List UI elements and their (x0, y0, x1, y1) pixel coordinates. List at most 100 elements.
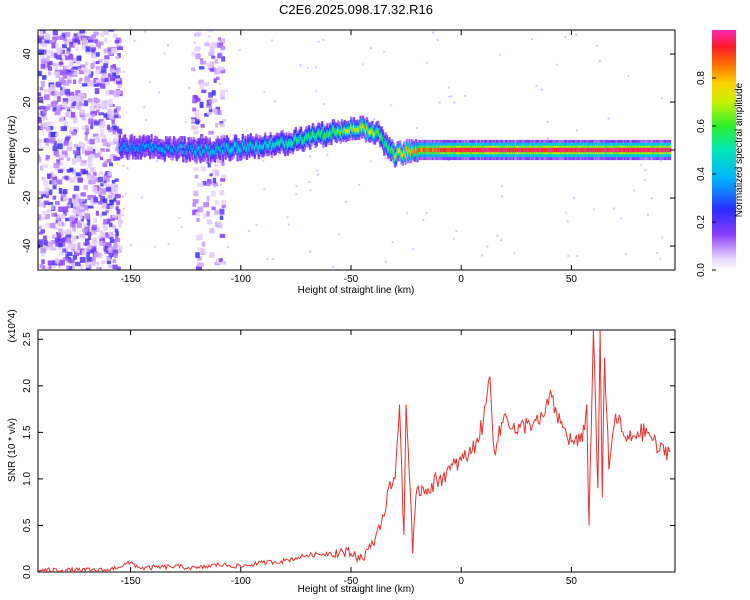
heatmap-cell (78, 69, 85, 75)
heatmap-cell (643, 179, 646, 182)
heatmap-cell (216, 221, 222, 226)
heatmap-cell (495, 147, 498, 153)
heatmap-cell (83, 185, 88, 190)
heatmap-cell (38, 239, 43, 245)
heatmap-cell (364, 130, 367, 135)
heatmap-cell (218, 52, 223, 58)
heatmap-cell (192, 107, 197, 112)
heatmap-cell (56, 104, 61, 109)
heatmap-cell (103, 160, 108, 165)
heatmap-cell (40, 40, 45, 44)
snr-y-multiplier: (x10^4) (7, 309, 18, 342)
heatmap-cell (72, 95, 78, 101)
heatmap-cell (616, 147, 619, 153)
y-tick-label: 1.0 (22, 472, 33, 486)
heatmap-cell (111, 120, 115, 125)
heatmap-cell (357, 183, 360, 186)
heatmap-cell (42, 122, 49, 127)
heatmap-cell (535, 147, 538, 153)
heatmap-cell (212, 149, 215, 154)
heatmap-cell (51, 180, 56, 186)
heatmap-cell (68, 244, 73, 250)
heatmap-cell (103, 219, 109, 225)
heatmap-cell (63, 65, 69, 70)
heatmap-cell (55, 74, 60, 78)
heatmap-cell (58, 77, 65, 83)
heatmap-cell (564, 147, 567, 153)
heatmap-cell (78, 103, 85, 107)
heatmap-cell (323, 133, 326, 138)
heatmap-cell (585, 147, 588, 153)
heatmap-cell (422, 219, 425, 222)
heatmap-cell (108, 127, 114, 133)
heatmap-cell (326, 131, 329, 136)
heatmap-cell (125, 145, 128, 150)
heatmap-cell (195, 31, 202, 36)
heatmap-cell (539, 147, 542, 153)
heatmap-cell (262, 144, 266, 149)
heatmap-cell (122, 207, 125, 210)
heatmap-cell (86, 248, 91, 255)
heatmap-cell (227, 145, 230, 150)
heatmap-cell (113, 239, 118, 244)
heatmap-cell (664, 147, 668, 153)
heatmap-cell (45, 105, 51, 111)
heatmap-cell (101, 203, 108, 209)
heatmap-cell (96, 69, 100, 76)
heatmap-cell (50, 131, 57, 137)
heatmap-cell (171, 138, 174, 141)
heatmap-cell (196, 262, 201, 267)
heatmap-cell (56, 179, 63, 185)
heatmap-cell (54, 52, 58, 59)
heatmap-cell (219, 123, 225, 127)
heatmap-cell (71, 131, 76, 136)
heatmap-cell (85, 69, 92, 75)
heatmap-cell (79, 162, 86, 167)
heatmap-cell (101, 100, 108, 104)
heatmap-cell (647, 147, 650, 153)
heatmap-cell (67, 241, 73, 247)
heatmap-cell (575, 147, 578, 153)
heatmap-cell (91, 34, 97, 39)
heatmap-cell (167, 44, 170, 47)
heatmap-cell (117, 46, 124, 51)
heatmap-cell (214, 170, 220, 177)
heatmap-cell (38, 263, 41, 268)
heatmap-cell (459, 147, 463, 153)
heatmap-cell (91, 52, 96, 59)
heatmap-cell (124, 192, 127, 195)
heatmap-cell (347, 128, 350, 134)
heatmap-cell (481, 147, 484, 153)
heatmap-cell (79, 30, 86, 34)
heatmap-cell (57, 220, 63, 227)
heatmap-cell (86, 257, 92, 262)
heatmap-cell (113, 242, 118, 248)
heatmap-cell (81, 46, 86, 51)
heatmap-cell (57, 96, 61, 102)
heatmap-cell (62, 257, 68, 261)
heatmap-cell (98, 59, 103, 63)
heatmap-cell (96, 109, 100, 113)
heatmap-cell (77, 198, 82, 203)
heatmap-cell (114, 47, 120, 52)
heatmap-cell (653, 147, 656, 153)
heatmap-cell (91, 174, 96, 180)
heatmap-cell (307, 133, 311, 138)
heatmap-cell (61, 32, 66, 39)
heatmap-cell (213, 78, 217, 84)
heatmap-cell (48, 87, 52, 93)
heatmap-cell (617, 147, 620, 153)
heatmap-cell (105, 209, 109, 214)
heatmap-cell (38, 139, 42, 143)
heatmap-cell (103, 48, 107, 54)
heatmap-cell (183, 143, 186, 149)
heatmap-cell (43, 240, 48, 246)
heatmap-cell (608, 147, 611, 153)
heatmap-cell (425, 211, 428, 214)
heatmap-cell (52, 62, 57, 67)
heatmap-cell (584, 147, 587, 153)
heatmap-cell (465, 147, 468, 153)
heatmap-cell (98, 213, 103, 218)
heatmap-cell (100, 183, 105, 187)
y-tick-label: 20 (22, 96, 33, 108)
